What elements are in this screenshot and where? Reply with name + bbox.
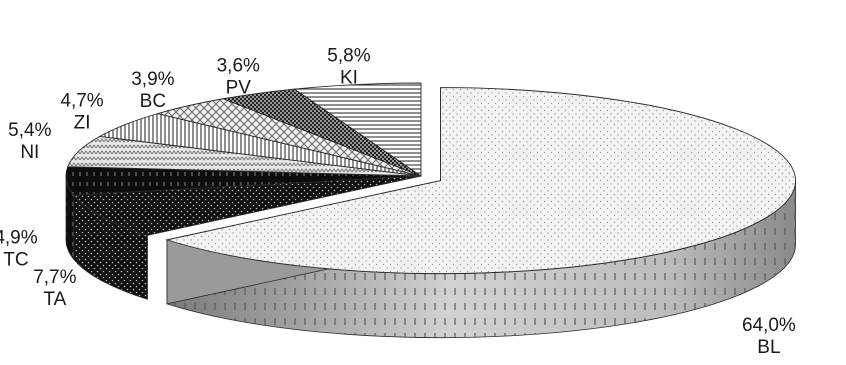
slice-code-label: ZI bbox=[74, 112, 91, 133]
slice-side-texture-bl bbox=[167, 180, 796, 338]
slice-code-label: KI bbox=[340, 68, 358, 89]
slice-value-label: 4,7% bbox=[60, 90, 103, 111]
slice-code-label: TA bbox=[43, 289, 66, 310]
pie-slices bbox=[65, 82, 796, 275]
slice-label-ta: 7,7%TA bbox=[33, 267, 76, 310]
slice-label-tc: 4,9%TC bbox=[0, 228, 38, 271]
slice-value-label: 5,4% bbox=[8, 120, 51, 141]
slice-value-label: 64,0% bbox=[742, 315, 796, 336]
slice-label-ni: 5,4%NI bbox=[8, 120, 51, 163]
pie-labels: 64,0%BL7,7%TA4,9%TC5,4%NI4,7%ZI3,9%BC3,6… bbox=[0, 46, 796, 358]
slice-value-label: 3,6% bbox=[217, 55, 260, 76]
slice-label-ki: 5,8%KI bbox=[327, 46, 370, 89]
slice-value-label: 3,9% bbox=[131, 69, 174, 90]
slice-value-label: 7,7% bbox=[33, 267, 76, 288]
slice-code-label: TC bbox=[3, 250, 28, 271]
slice-code-label: PV bbox=[226, 77, 252, 98]
slice-bl bbox=[165, 87, 796, 275]
slice-value-label: 4,9% bbox=[0, 228, 38, 249]
slice-code-label: NI bbox=[20, 142, 39, 163]
slice-code-label: BL bbox=[757, 337, 780, 358]
slice-label-bl: 64,0%BL bbox=[742, 315, 796, 358]
slice-label-bc: 3,9%BC bbox=[131, 69, 174, 112]
slice-label-pv: 3,6%PV bbox=[217, 55, 260, 98]
slice-label-zi: 4,7%ZI bbox=[60, 90, 103, 133]
slice-ta bbox=[72, 175, 422, 236]
slice-value-label: 5,8% bbox=[327, 46, 370, 67]
slice-code-label: BC bbox=[140, 91, 166, 112]
slice-ki bbox=[293, 82, 422, 177]
